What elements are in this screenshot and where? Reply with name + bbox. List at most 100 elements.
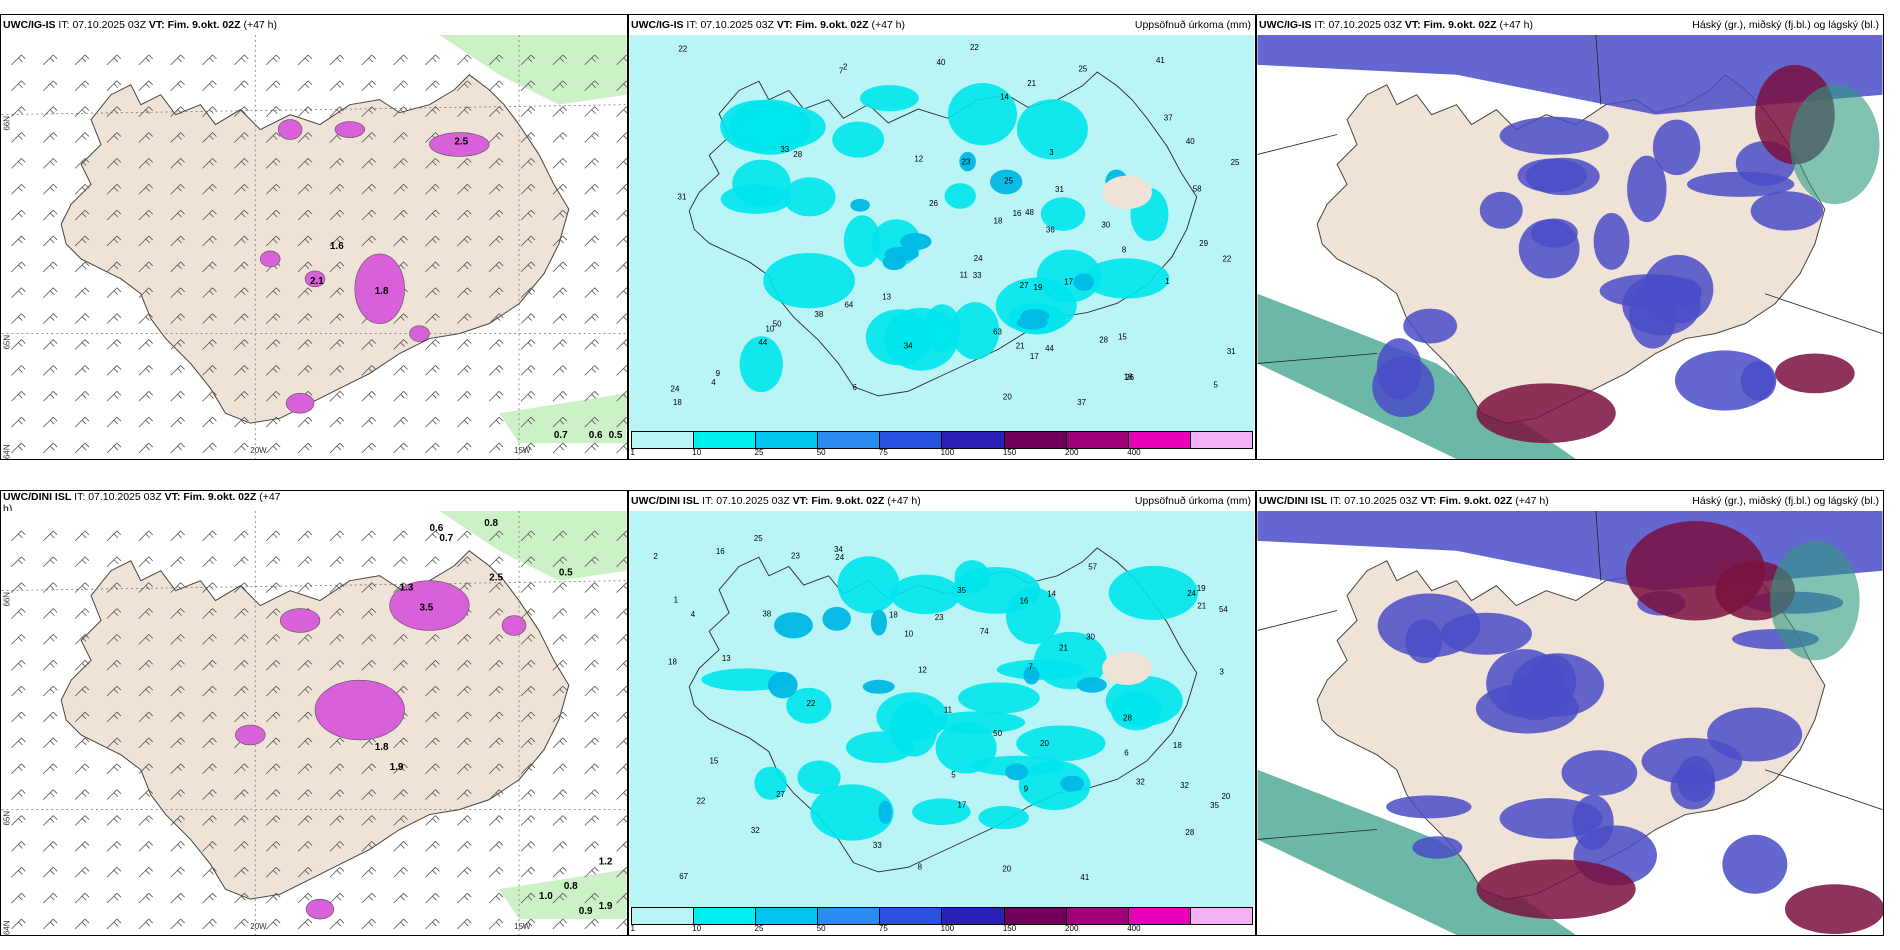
wind-barb bbox=[297, 815, 313, 826]
wind-barb bbox=[106, 339, 122, 350]
precip-area bbox=[996, 659, 1086, 680]
wind-barb bbox=[42, 763, 58, 775]
lon-20-label: 20W bbox=[250, 922, 267, 931]
wind-barb bbox=[552, 365, 568, 376]
wind-barb bbox=[616, 287, 627, 299]
wind-barb bbox=[74, 711, 90, 723]
precip-core bbox=[1073, 273, 1095, 291]
wind-barb bbox=[202, 556, 217, 568]
wind-barb bbox=[234, 365, 249, 376]
wind-barb bbox=[520, 608, 536, 619]
precip-value: 48 bbox=[1025, 208, 1034, 217]
wind-barb bbox=[42, 815, 58, 826]
map-panel-cloud-igis: UWC/IG-IS IT: 07.10.2025 03Z VT: Fim. 9.… bbox=[1256, 14, 1884, 460]
high-cloud-area bbox=[1476, 859, 1636, 920]
wind-barb bbox=[393, 158, 408, 169]
wind-barb bbox=[616, 867, 627, 878]
wind-barb bbox=[74, 442, 90, 454]
precip-value: 14 bbox=[1000, 93, 1009, 102]
wind-barb bbox=[520, 235, 536, 247]
precip-value: 6 bbox=[1124, 748, 1129, 757]
wind-barb bbox=[361, 815, 376, 826]
low-cloud-area bbox=[1561, 750, 1638, 796]
precip-value: 58 bbox=[1193, 184, 1202, 193]
panel-header: UWC/IG-IS IT: 07.10.2025 03Z VT: Fim. 9.… bbox=[1257, 15, 1883, 35]
it-label: IT: bbox=[686, 19, 698, 31]
wind-barb bbox=[170, 582, 185, 593]
precip-value: 18 bbox=[668, 657, 677, 666]
wind-barb bbox=[265, 158, 281, 169]
precip-value: 3 bbox=[1220, 668, 1225, 677]
wind-barb bbox=[265, 892, 281, 904]
wind-barb bbox=[74, 132, 90, 143]
high-cloud-area bbox=[1775, 353, 1855, 394]
precip-value: 28 bbox=[1185, 828, 1194, 837]
wind-barb bbox=[138, 685, 154, 697]
colorbar-labels: 1 10 25 50 75 100 150 200 400 bbox=[631, 924, 1253, 934]
colorbar-swatches bbox=[631, 907, 1253, 925]
wind-barb bbox=[265, 737, 281, 749]
wind-barb bbox=[584, 582, 599, 593]
low-cloud-area bbox=[1722, 834, 1788, 894]
wind-barb bbox=[361, 634, 376, 645]
colorbar-swatch bbox=[1004, 908, 1067, 924]
wind-barb bbox=[584, 132, 599, 143]
wind-barb bbox=[457, 391, 472, 402]
wind-barb bbox=[393, 867, 408, 878]
wind-barb bbox=[361, 442, 376, 454]
wind-barb bbox=[361, 391, 376, 402]
precip-value: 17 bbox=[958, 800, 967, 809]
wind-barb bbox=[361, 106, 376, 117]
wind-barb bbox=[329, 209, 345, 221]
precip-value: 33 bbox=[973, 271, 982, 280]
tp-label: 3.5 bbox=[420, 603, 434, 614]
precip-area bbox=[837, 556, 900, 614]
wind-barb bbox=[520, 815, 536, 826]
precip-value: 14 bbox=[1047, 590, 1056, 599]
wind-barb bbox=[265, 634, 281, 645]
wind-barb bbox=[616, 235, 627, 247]
colorbar-label: 1 bbox=[630, 924, 636, 933]
wind-barb bbox=[106, 892, 122, 904]
wind-barb bbox=[106, 582, 122, 593]
wind-barb bbox=[202, 918, 217, 930]
precip-value: 22 bbox=[970, 43, 979, 52]
wind-barb bbox=[457, 556, 472, 568]
precip-area bbox=[922, 315, 958, 346]
wind-barb bbox=[202, 660, 217, 671]
wind-barb bbox=[616, 892, 627, 904]
wind-barb bbox=[138, 556, 154, 568]
wind-barb bbox=[457, 841, 472, 852]
colorbar-swatches bbox=[631, 431, 1253, 449]
wind-barb bbox=[329, 287, 345, 299]
wind-barb bbox=[74, 634, 90, 645]
tp-label: 1.0 bbox=[539, 891, 553, 902]
cloud-map bbox=[1257, 511, 1883, 935]
low-cloud-area bbox=[1622, 274, 1701, 336]
wind-barb bbox=[74, 867, 90, 878]
wind-barb bbox=[425, 339, 440, 350]
wind-barb bbox=[584, 711, 599, 723]
wind-barb bbox=[106, 867, 122, 878]
colorbar-swatch bbox=[756, 432, 819, 448]
wind-barb bbox=[361, 918, 376, 930]
wind-barb bbox=[202, 132, 217, 143]
wind-barb bbox=[488, 442, 504, 454]
wind-barb bbox=[552, 530, 568, 542]
precip-value: 24 bbox=[835, 553, 844, 562]
wind-barb bbox=[616, 106, 627, 117]
wind-barb bbox=[42, 789, 58, 800]
wind-barb bbox=[138, 867, 154, 878]
wind-barb bbox=[425, 789, 440, 800]
precip-value: 41 bbox=[1156, 56, 1165, 65]
wind-barb bbox=[297, 711, 313, 723]
wind-barb bbox=[297, 737, 313, 749]
wind-barb bbox=[361, 608, 376, 619]
wind-barb bbox=[202, 184, 217, 195]
colorbar-label: 400 bbox=[1127, 448, 1141, 457]
precip-value: 24 bbox=[1187, 589, 1196, 598]
wind-barb bbox=[520, 158, 536, 169]
wind-barb bbox=[202, 80, 217, 92]
field-title: Háský (gr.), miðský (fj.bl.) og lágský (… bbox=[1692, 495, 1879, 507]
wind-barb bbox=[138, 132, 154, 143]
